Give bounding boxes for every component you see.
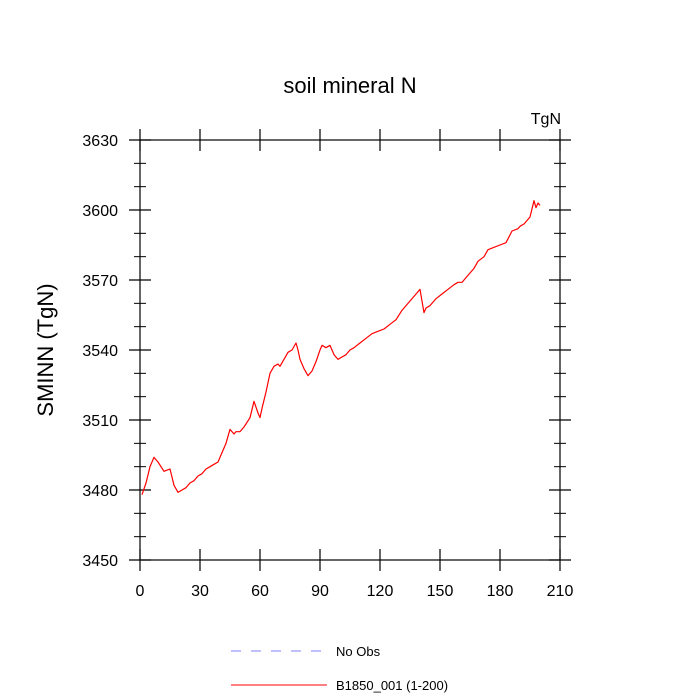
- x-tick-label: 0: [136, 583, 145, 600]
- y-axis-label: SMINN (TgN): [33, 283, 58, 416]
- y-tick-label: 3540: [82, 343, 118, 360]
- x-tick-label: 180: [487, 583, 514, 600]
- x-tick-label: 120: [367, 583, 394, 600]
- chart-title: soil mineral N: [283, 73, 416, 98]
- series-line: [141, 200, 541, 495]
- axis-ticks: [129, 129, 571, 571]
- series-layer: [141, 200, 541, 495]
- y-tick-label: 3510: [82, 413, 118, 430]
- x-tick-label: 210: [547, 583, 574, 600]
- y-tick-label: 3600: [82, 203, 118, 220]
- y-tick-label: 3630: [82, 133, 118, 150]
- y-tick-label: 3570: [82, 273, 118, 290]
- y-tick-label: 3480: [82, 483, 118, 500]
- y-tick-label: 3450: [82, 553, 118, 570]
- units-label: TgN: [531, 111, 561, 128]
- x-tick-label: 90: [311, 583, 329, 600]
- legend: No Obs B1850_001 (1-200): [231, 644, 448, 693]
- legend-label-no-obs: No Obs: [336, 644, 381, 659]
- x-tick-label: 60: [251, 583, 269, 600]
- x-tick-label: 150: [427, 583, 454, 600]
- x-axis-tick-labels: 0 30 60 90 120 150 180 210: [136, 583, 574, 600]
- x-tick-label: 30: [191, 583, 209, 600]
- legend-label-b1850: B1850_001 (1-200): [336, 678, 448, 693]
- y-axis-tick-labels: 3450 3480 3510 3540 3570 3600 3630: [82, 133, 118, 570]
